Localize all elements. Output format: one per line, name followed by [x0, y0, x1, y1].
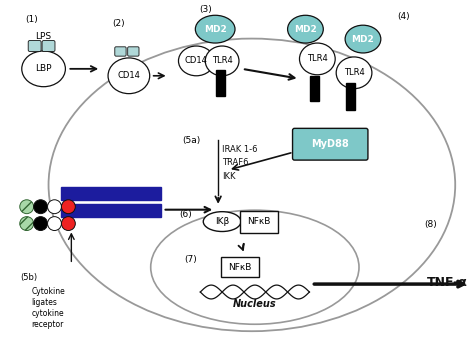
Circle shape [47, 217, 62, 230]
Circle shape [34, 200, 47, 214]
Ellipse shape [108, 58, 150, 94]
Circle shape [20, 217, 34, 230]
Text: TNF-α: TNF-α [427, 275, 468, 288]
Text: (7): (7) [184, 255, 197, 264]
Circle shape [47, 200, 62, 214]
FancyBboxPatch shape [240, 211, 278, 233]
Circle shape [62, 200, 75, 214]
Text: MyD88: MyD88 [311, 139, 349, 149]
Ellipse shape [300, 43, 335, 75]
Text: MD2: MD2 [294, 25, 317, 34]
Circle shape [34, 217, 47, 230]
Text: LBP: LBP [36, 64, 52, 73]
Text: (8): (8) [424, 220, 437, 229]
FancyBboxPatch shape [28, 40, 41, 51]
FancyBboxPatch shape [221, 257, 259, 277]
Ellipse shape [345, 25, 381, 53]
Bar [216, 70, 225, 96]
Text: IRAK 1-6
TRAF6
IKK: IRAK 1-6 TRAF6 IKK [222, 145, 258, 181]
Ellipse shape [288, 15, 323, 43]
FancyBboxPatch shape [42, 40, 55, 51]
Ellipse shape [336, 57, 372, 89]
Text: NFκB: NFκB [247, 217, 271, 226]
Text: Cytokine
ligates
cytokine
receptor: Cytokine ligates cytokine receptor [32, 287, 65, 329]
FancyBboxPatch shape [115, 47, 126, 56]
Text: (2): (2) [113, 19, 125, 28]
Ellipse shape [22, 51, 65, 87]
Text: (3): (3) [199, 5, 211, 14]
Text: MD2: MD2 [352, 35, 374, 44]
Bar [310, 76, 319, 100]
Circle shape [20, 200, 34, 214]
Text: Nucleus: Nucleus [233, 299, 277, 309]
Ellipse shape [203, 212, 241, 232]
Ellipse shape [195, 15, 235, 43]
FancyBboxPatch shape [292, 128, 368, 160]
Text: MD2: MD2 [204, 25, 227, 34]
Text: IKβ: IKβ [215, 217, 229, 226]
Ellipse shape [179, 46, 214, 76]
Bar [346, 83, 355, 110]
Text: (5b): (5b) [20, 273, 37, 282]
Text: (6): (6) [180, 210, 192, 219]
Bar [62, 187, 161, 200]
Circle shape [62, 217, 75, 230]
Text: (5a): (5a) [182, 136, 201, 145]
FancyBboxPatch shape [128, 47, 139, 56]
Text: NFκB: NFκB [228, 263, 252, 272]
Text: TLR4: TLR4 [307, 55, 328, 63]
Text: CD14: CD14 [185, 56, 208, 66]
Text: TLR4: TLR4 [344, 68, 365, 77]
Bar [62, 204, 161, 217]
Ellipse shape [205, 46, 239, 76]
Text: CD14: CD14 [118, 71, 140, 80]
Text: (4): (4) [397, 12, 410, 21]
Text: TLR4: TLR4 [212, 56, 232, 66]
Text: LPS: LPS [36, 32, 52, 40]
Text: (1): (1) [25, 15, 38, 24]
